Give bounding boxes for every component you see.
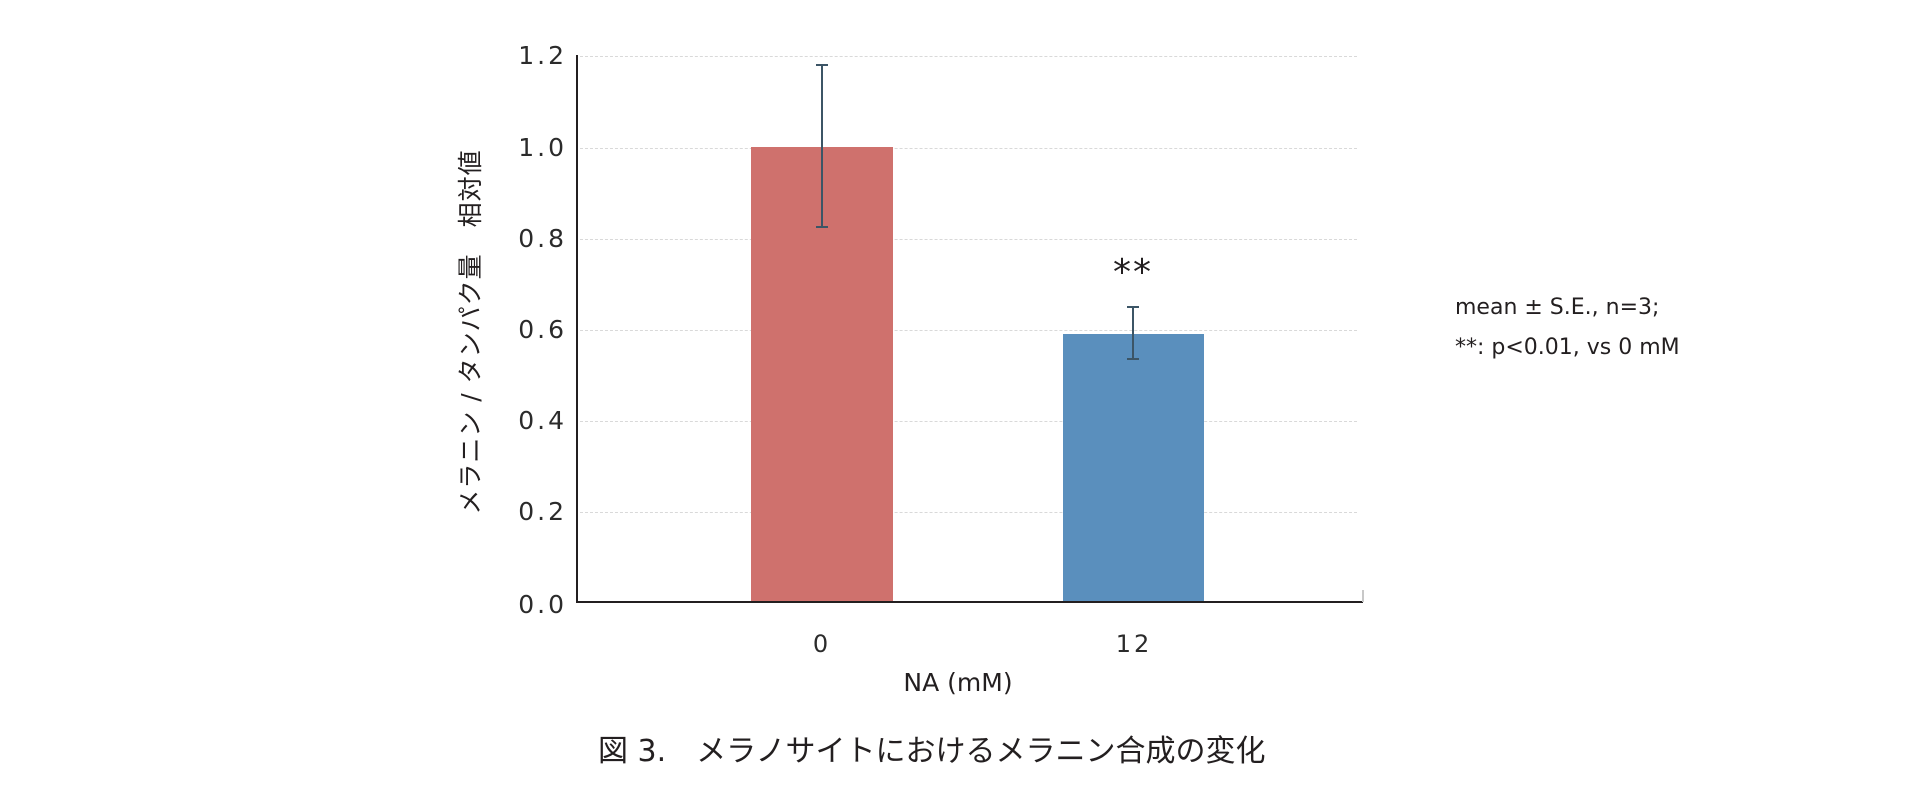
y-tick-label: 1.0 (518, 133, 567, 162)
y-tick-label: 1.2 (518, 41, 567, 70)
x-tick-label: 0 (812, 630, 832, 658)
gridline (580, 148, 1357, 149)
y-tick-label: 0.6 (518, 315, 567, 344)
y-tick-label: 0.8 (518, 224, 567, 253)
stats-note-line2: **: p<0.01, vs 0 mM (1455, 335, 1680, 360)
x-tick-label: 12 (1115, 630, 1153, 658)
x-axis-label: NA (mM) (903, 668, 1013, 697)
y-tick-label: 0.4 (518, 406, 567, 435)
gridline (580, 330, 1357, 331)
x-axis-end-tick (1362, 590, 1364, 602)
y-axis-line (576, 55, 578, 603)
x-axis-line (576, 601, 1363, 603)
y-axis-label-text: メラニン / タンパク量 相対値 (456, 149, 485, 515)
gridline (580, 239, 1357, 240)
gridline (580, 56, 1357, 57)
stats-note-line1: mean ± S.E., n=3; (1455, 295, 1660, 320)
gridline (580, 421, 1357, 422)
gridline (580, 512, 1357, 513)
y-tick-label: 0.2 (518, 497, 567, 526)
significance-marker: ** (1113, 252, 1153, 293)
bar-12mM (1063, 334, 1204, 602)
figure-caption: 図 3. メラノサイトにおけるメラニン合成の変化 (598, 734, 1266, 769)
y-tick-label: 0.0 (518, 590, 567, 619)
